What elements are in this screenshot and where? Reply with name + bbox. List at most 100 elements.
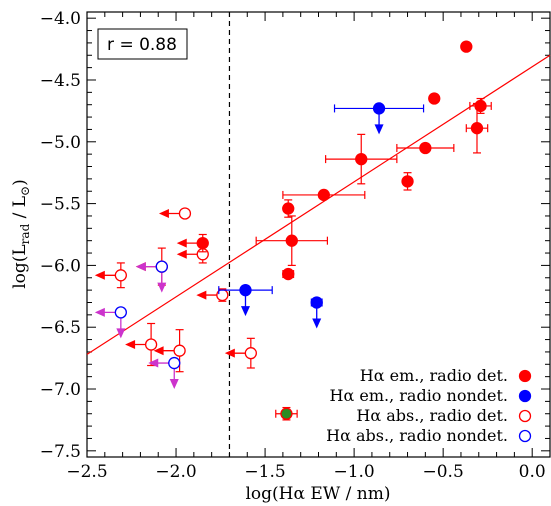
y-tick-label: −7.0 xyxy=(40,380,81,400)
fit-line xyxy=(86,54,551,355)
legend-marker xyxy=(518,369,532,383)
x-tick-label: −1.5 xyxy=(244,462,285,482)
legend-label: Hα em., radio det. xyxy=(360,366,508,385)
point-marker xyxy=(285,234,298,247)
data-point xyxy=(153,329,186,373)
upper-limit-arrow-head xyxy=(224,348,235,358)
data-point xyxy=(282,188,366,202)
y-tick-label: −7.5 xyxy=(40,442,81,462)
y-title-sun: ⊙ xyxy=(18,186,32,196)
point-marker xyxy=(239,283,252,297)
legend-label: Hα abs., radio nondet. xyxy=(326,426,508,445)
point-marker xyxy=(470,122,484,135)
upper-limit-arrow-head xyxy=(158,208,169,218)
upper-limit-arrow-head xyxy=(169,379,179,390)
upper-limit-arrow-head xyxy=(148,358,159,368)
point-marker xyxy=(282,267,295,281)
point-marker xyxy=(244,347,257,360)
y-tick-label: −5.5 xyxy=(40,195,81,215)
upper-limit-arrow-head xyxy=(125,340,136,350)
data-point xyxy=(255,215,329,267)
x-tick-labels: −2.5 −2.0 −1.5 −1.0 −0.5 0.0 xyxy=(66,462,545,482)
data-point xyxy=(282,199,295,218)
legend-marker xyxy=(518,389,532,403)
data-points xyxy=(94,40,492,421)
upper-limit-arrow-head xyxy=(135,262,146,272)
x-tick-label: −2.0 xyxy=(155,462,196,482)
data-point xyxy=(333,102,425,135)
point-marker xyxy=(155,260,168,273)
axis-ticks xyxy=(86,12,551,457)
point-marker xyxy=(168,356,181,370)
point-marker xyxy=(401,175,414,188)
y-tick-label: −4.5 xyxy=(40,71,81,91)
point-marker xyxy=(372,102,386,115)
point-marker xyxy=(114,269,127,282)
upper-limit-arrow-head xyxy=(176,249,187,259)
point-marker xyxy=(114,306,127,319)
data-point xyxy=(135,260,168,293)
x-axis-title: log(Hα EW / nm) xyxy=(245,484,390,504)
data-point xyxy=(94,262,127,289)
point-marker xyxy=(178,207,192,220)
legend-label: Hα em., radio nondet. xyxy=(330,386,508,405)
upper-limit-arrow-head xyxy=(94,307,105,317)
data-point xyxy=(428,92,441,105)
data-point xyxy=(158,207,192,220)
data-point xyxy=(196,288,229,302)
y-tick-label: −4.0 xyxy=(40,9,81,29)
data-point xyxy=(469,97,492,114)
y-title-close: ) xyxy=(10,179,30,186)
point-marker xyxy=(282,202,295,215)
legend-marker xyxy=(518,429,532,443)
legend-marker xyxy=(518,409,532,423)
data-point xyxy=(396,141,455,155)
svg-text:log(Lrad / L⊙): log(Lrad / L⊙) xyxy=(10,179,32,289)
upper-limit-arrow-head xyxy=(240,306,250,317)
y-title-main: log(L xyxy=(10,244,30,288)
x-tick-label: −2.5 xyxy=(66,462,107,482)
data-point xyxy=(176,233,209,253)
upper-limit-arrow-head xyxy=(374,124,384,135)
upper-limit-arrow-head xyxy=(176,238,187,248)
data-point xyxy=(460,40,473,53)
data-point xyxy=(218,283,273,317)
x-tick-label: 0.0 xyxy=(519,462,546,482)
upper-limit-arrow-head xyxy=(157,282,167,293)
y-tick-labels: −4.0 −4.5 −5.0 −5.5 −6.0 −6.5 −7.0 −7.5 xyxy=(40,9,81,462)
data-point xyxy=(282,267,295,281)
point-marker xyxy=(144,338,158,351)
legend-label: Hα abs., radio det. xyxy=(356,406,508,425)
x-tick-label: −0.5 xyxy=(423,462,464,482)
legend: Hα em., radio det.Hα em., radio nondet.H… xyxy=(326,366,532,445)
data-point xyxy=(310,296,323,329)
upper-limit-arrow-head xyxy=(94,270,105,280)
data-point xyxy=(275,406,298,421)
data-point xyxy=(401,172,414,191)
y-tick-label: −6.5 xyxy=(40,318,81,338)
data-point xyxy=(94,306,127,339)
r-annotation-box xyxy=(97,28,188,60)
y-tick-label: −6.0 xyxy=(40,256,81,276)
point-marker xyxy=(317,188,330,202)
y-tick-label: −5.0 xyxy=(40,133,81,153)
point-marker xyxy=(280,407,293,420)
data-point xyxy=(125,322,158,367)
x-tick-label: −1.0 xyxy=(333,462,374,482)
upper-limit-arrow-head xyxy=(196,290,207,300)
y-title-rest: / L xyxy=(10,196,30,224)
upper-limit-arrow-head xyxy=(153,346,164,356)
point-marker xyxy=(196,237,209,250)
data-point xyxy=(325,133,398,185)
point-marker xyxy=(310,296,323,309)
point-marker xyxy=(428,92,441,105)
data-point xyxy=(148,356,181,390)
upper-limit-arrow-head xyxy=(312,318,322,329)
point-marker xyxy=(460,40,473,53)
point-marker xyxy=(419,141,432,155)
r-annotation: r = 0.88 xyxy=(107,35,177,55)
y-title-sub: rad xyxy=(18,223,32,244)
point-marker xyxy=(355,152,368,166)
upper-limit-arrow-head xyxy=(116,328,126,339)
